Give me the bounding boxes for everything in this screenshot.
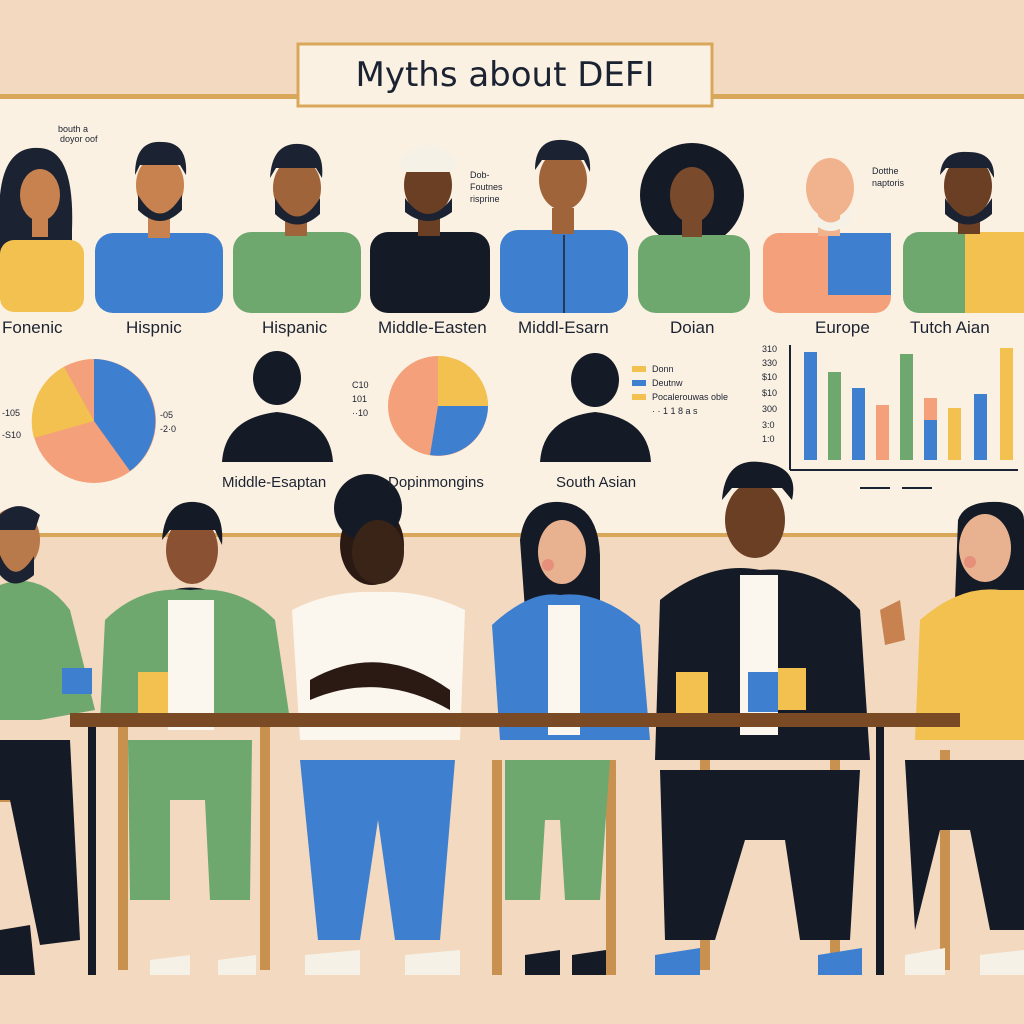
portrait-label-5: Middl-Esarn [518,318,609,337]
legend-foot: · · 1 1 8 a s [652,406,698,416]
bar-chart [789,345,1018,489]
portrait-label-7: Europe [815,318,870,337]
portrait-man-blue [95,141,223,313]
portrait-man-green-yellow [903,151,1024,313]
portrait-label-4: Middle-Easten [378,318,487,337]
person-2 [100,501,290,975]
portrait-label-2: Hispnic [126,318,182,337]
bar-9 [1000,348,1013,460]
table-leg-right [876,727,884,977]
bar-tick-2: 330 [762,358,778,368]
legend-swatch-1 [632,366,646,372]
pie-chart-left [31,359,156,483]
person-4 [492,501,650,975]
note-5: risprine [470,194,500,204]
note-4: Foutnes [470,182,503,192]
legend-label-1: Donn [652,364,674,374]
pie-mid-tick-1: C10 [352,380,369,390]
bar-8 [974,394,987,460]
portrait-label-3: Hispanic [262,318,328,337]
person-3 [292,474,465,975]
pie-left-tick-1: -05 [160,410,174,420]
title-plate [296,42,714,108]
portrait-woman-yellow [0,147,84,312]
pie-left-tick-2: -2·0 [160,424,177,434]
portrait-man-blue-shirt [500,139,628,313]
note-2: doyor oof [60,134,98,144]
bar-tick-3: $10 [762,372,778,382]
bar-tick-1: 310 [762,344,778,354]
silhouette-2 [540,353,651,462]
person-5 [655,461,870,975]
bar-2 [828,372,841,460]
bar-5 [900,354,913,460]
bar-7 [948,408,961,460]
silhouette-1 [222,351,333,462]
person-6 [880,501,1024,975]
bar-tick-6: 3:0 [762,420,775,430]
bar-4 [876,405,889,460]
pie-chart-middle [388,356,488,456]
silhouette-label-2: Dopinmongins [388,474,484,491]
portrait-man-black [370,145,490,313]
banner-bottom-rail [0,533,1024,537]
portrait-elder-man [763,158,891,313]
pie-left-tick-4: -S10 [2,430,22,440]
note-3: Dob- [470,170,490,180]
bar-1 [804,352,817,460]
pie-mid-tick-2: 101 [352,394,368,404]
note-6: Dotthe [872,166,899,176]
bar-tick-5: 300 [762,404,778,414]
person-1 [0,506,95,975]
portrait-row [0,139,1024,313]
bar-tick-4: $10 [762,388,778,398]
banner-title: Myths about DEFI [355,55,655,95]
legend-swatch-2 [632,380,646,386]
portrait-woman-curly [638,143,750,313]
bar-6 [924,398,937,420]
legend-label-3: Pocalerouwas oble [652,392,729,402]
pie-left-tick-3: -105 [2,408,21,418]
table-leg-left [88,727,96,977]
floor [0,975,1024,1024]
bar-tick-7: 1:0 [762,434,775,444]
note-7: naptoris [872,178,905,188]
portrait-man-green [233,143,361,313]
portrait-label-8: Tutch Aian [910,318,990,337]
bar-3 [852,388,865,460]
silhouette-label-1: Middle-Esaptan [222,474,327,491]
pie-mid-tick-3: ··10 [352,408,369,418]
bar-6b [924,420,937,460]
table-top [70,713,960,727]
note-1: bouth a [58,124,89,134]
legend-swatch-3 [632,394,646,400]
portrait-label-1: Fonenic [2,318,63,337]
silhouette-label-3: South Asian [556,474,637,491]
legend-label-2: Deutnw [652,378,683,388]
portrait-label-6: Doian [670,318,715,337]
